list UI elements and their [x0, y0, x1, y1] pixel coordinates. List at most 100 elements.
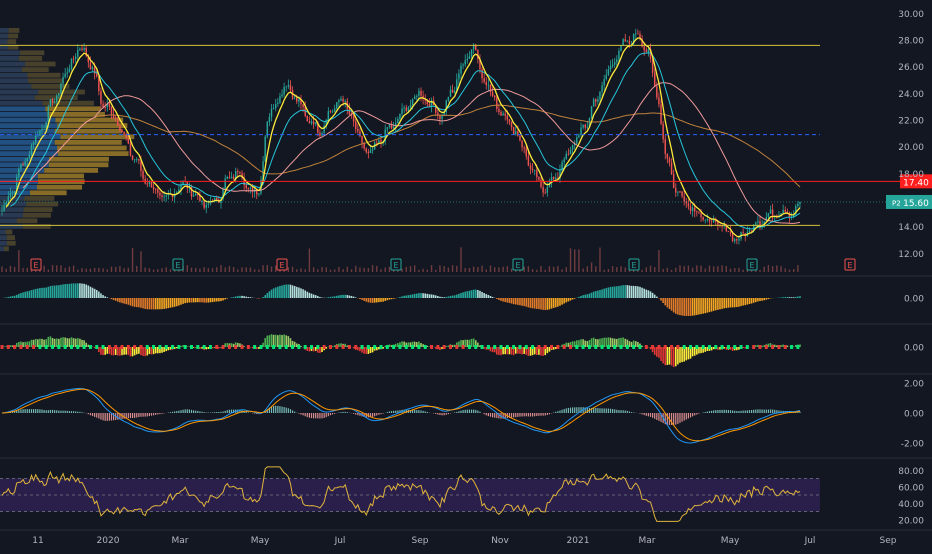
price-tick: 24.00: [898, 90, 924, 100]
osc-bar: [372, 413, 373, 417]
candle-body: [686, 202, 687, 204]
volume-bar: [595, 266, 596, 272]
macd-bar: [233, 297, 235, 298]
squeeze-bar: [578, 340, 580, 347]
squeeze-dot: [758, 345, 761, 349]
macd-bar: [48, 287, 50, 298]
macd-bar: [128, 298, 130, 305]
osc-bar: [692, 413, 693, 416]
volume-bar: [309, 248, 310, 272]
osc-bar: [29, 409, 30, 413]
squeeze-bar: [182, 345, 184, 347]
squeeze-dot: [272, 345, 275, 349]
macd-bar: [376, 298, 378, 302]
profile-row: [7, 241, 16, 246]
osc-bar: [67, 411, 68, 413]
candle-body: [62, 77, 63, 83]
macd-tick: 0.00: [904, 295, 924, 305]
squeeze-dot: [102, 345, 105, 349]
osc-bar: [543, 413, 544, 416]
squeeze-tick: 0.00: [904, 344, 924, 354]
macd-bar: [111, 298, 113, 299]
squeeze-dot: [285, 345, 288, 349]
macd-bar: [92, 288, 94, 298]
squeeze-bar: [616, 339, 618, 347]
macd-bar: [488, 295, 490, 298]
date-tick: 2020: [97, 536, 120, 546]
volume-bar: [258, 269, 259, 272]
profile-row: [57, 146, 127, 151]
candle-body: [625, 39, 626, 41]
macd-bar: [193, 298, 195, 302]
squeeze-bar: [637, 342, 639, 347]
macd-bar: [35, 289, 37, 298]
macd-bar: [580, 296, 582, 298]
squeeze-bar: [580, 339, 582, 347]
candle-body: [279, 96, 280, 103]
squeeze-bar: [193, 347, 195, 348]
candle-body: [237, 171, 238, 172]
squeeze-dot: [481, 345, 484, 349]
osc-bar: [136, 413, 137, 418]
squeeze-bar: [726, 347, 728, 350]
macd-bar: [226, 298, 228, 299]
squeeze-dot: [544, 345, 547, 349]
candle-body: [123, 132, 124, 134]
osc-bar: [77, 412, 78, 413]
osc-bar: [650, 413, 651, 417]
macd-bar: [414, 294, 416, 298]
candle-body: [90, 62, 91, 69]
osc-bar: [389, 411, 390, 413]
macd-bar: [637, 286, 639, 298]
volume-bar: [224, 267, 225, 272]
squeeze-bar: [736, 347, 738, 350]
macd-bar: [422, 293, 424, 298]
candle-body: [109, 104, 110, 107]
candle-body: [757, 221, 758, 222]
volume-bar: [292, 267, 293, 272]
volume-bar: [523, 267, 524, 272]
osc-bar: [654, 413, 655, 419]
macd-bar: [271, 290, 273, 298]
osc-bar: [54, 410, 55, 413]
candle-body: [679, 191, 680, 192]
osc-bar: [753, 410, 754, 413]
squeeze-dot: [203, 345, 206, 349]
osc-bar: [633, 412, 634, 413]
squeeze-dot: [512, 345, 515, 349]
volume-bar: [789, 270, 790, 272]
squeeze-bar: [713, 347, 715, 349]
osc-bar: [309, 413, 310, 418]
last-price-prefix: P2: [892, 199, 901, 207]
squeeze-bar: [10, 345, 12, 347]
macd-bar: [471, 290, 473, 298]
candle-body: [37, 136, 38, 137]
profile-row: [27, 73, 60, 78]
candle-body: [584, 125, 585, 128]
squeeze-bar: [205, 347, 207, 349]
candle-body: [121, 130, 122, 132]
squeeze-bar: [631, 342, 633, 347]
squeeze-bar: [458, 341, 460, 347]
squeeze-bar: [547, 347, 549, 353]
volume-bar: [700, 266, 701, 272]
macd-bar: [605, 288, 607, 298]
profile-row: [0, 84, 31, 89]
squeeze-bar: [732, 347, 734, 351]
volume-bar: [203, 267, 204, 272]
macd-bar: [797, 297, 799, 298]
osc-bar: [580, 407, 581, 413]
macd-bar: [721, 298, 723, 309]
squeeze-bar: [24, 342, 26, 347]
squeeze-bar: [41, 339, 43, 347]
squeeze-bar: [448, 346, 450, 347]
candle-body: [281, 94, 282, 96]
candle-body: [130, 143, 131, 155]
macd-bar: [24, 292, 26, 298]
candle-body: [406, 108, 407, 111]
macd-bar: [578, 297, 580, 298]
squeeze-bar: [618, 338, 620, 347]
candle-body: [454, 91, 455, 93]
